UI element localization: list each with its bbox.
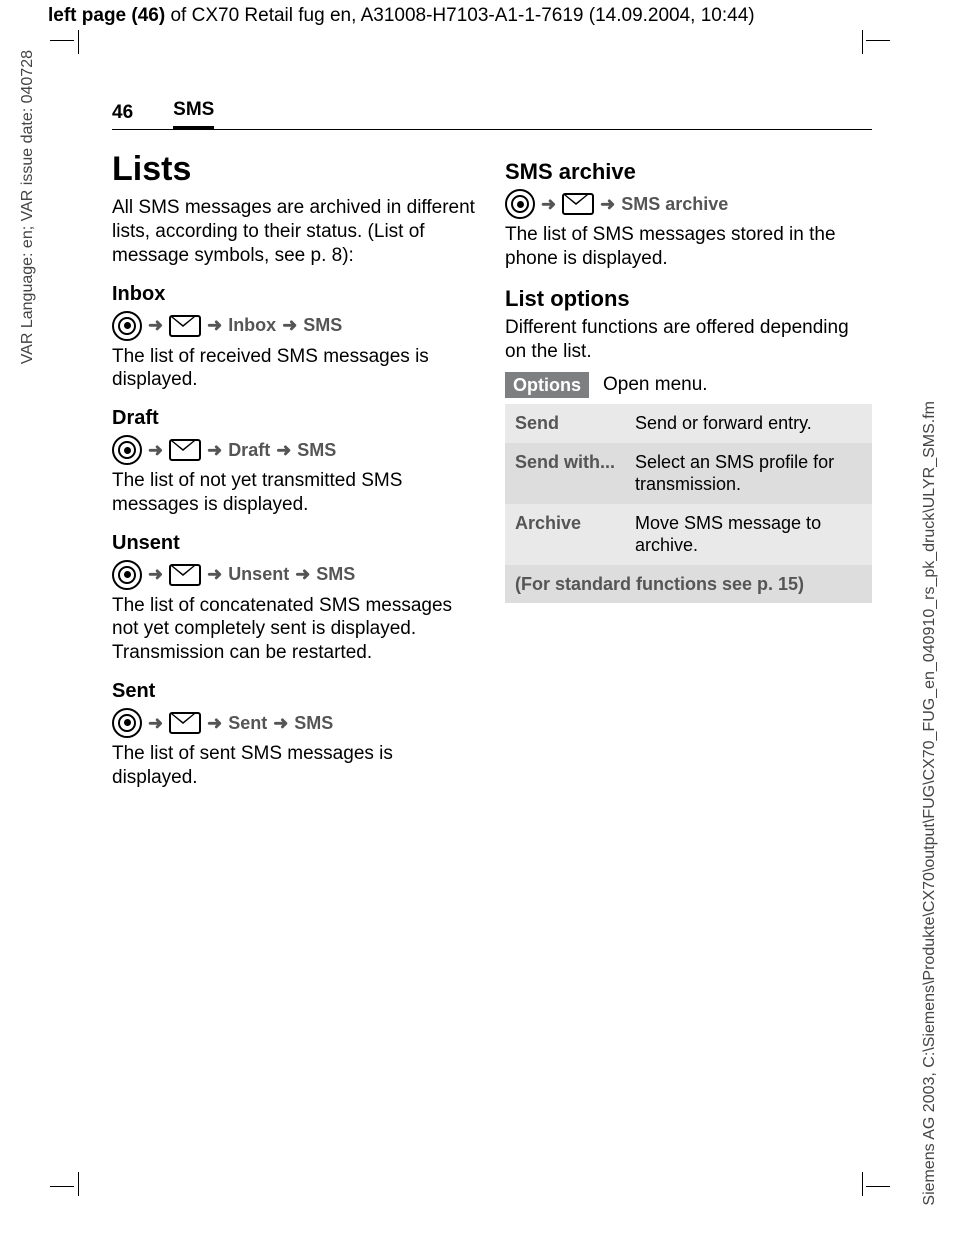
nav-step: SMS (303, 314, 342, 337)
envelope-icon (169, 564, 201, 586)
arrow-icon: ➜ (148, 439, 163, 462)
nav-step: SMS (316, 563, 355, 586)
crop-mark (862, 1172, 863, 1196)
lists-intro: All SMS messages are archived in differe… (112, 196, 479, 267)
nav-step: Sent (228, 712, 267, 735)
sent-body: The list of sent SMS messages is display… (112, 742, 479, 790)
h2-sms-archive: SMS archive (505, 158, 872, 186)
right-margin-note: Siemens AG 2003, C:\Siemens\Produkte\CX7… (920, 401, 940, 1206)
center-key-icon (112, 311, 142, 341)
nav-inbox: ➜ ➜ Inbox ➜ SMS (112, 311, 479, 341)
arrow-icon: ➜ (207, 439, 222, 462)
arrow-icon: ➜ (207, 563, 222, 586)
crop-mark (78, 30, 79, 54)
opt-val: Send or forward entry. (625, 404, 872, 443)
opt-key: Send with... (505, 443, 625, 504)
list-options-intro: Different functions are offered dependin… (505, 316, 872, 364)
arrow-icon: ➜ (295, 563, 310, 586)
opt-key: Archive (505, 504, 625, 565)
arrow-icon: ➜ (148, 712, 163, 735)
nav-step: SMS (297, 439, 336, 462)
unsent-body: The list of concatenated SMS messages no… (112, 594, 479, 665)
opt-key: Send (505, 404, 625, 443)
opt-val: Select an SMS profile for transmission. (625, 443, 872, 504)
doc-top-header-rest: of CX70 Retail fug en, A31008-H7103-A1-1… (165, 5, 754, 26)
draft-body: The list of not yet transmitted SMS mess… (112, 469, 479, 517)
arrow-icon: ➜ (148, 563, 163, 586)
nav-step: SMS archive (621, 193, 728, 216)
table-row: (For standard functions see p. 15) (505, 565, 872, 604)
envelope-icon (169, 712, 201, 734)
opt-footer: (For standard functions see p. 15) (505, 565, 872, 604)
arrow-icon: ➜ (282, 314, 297, 337)
arrow-icon: ➜ (541, 193, 556, 216)
h2-list-options: List options (505, 285, 872, 313)
crop-mark (50, 40, 74, 41)
options-open-row: Options Open menu. (505, 372, 872, 399)
running-header: 46 SMS (112, 98, 872, 130)
section-title: SMS (173, 98, 214, 130)
center-key-icon (112, 435, 142, 465)
nav-step: SMS (294, 712, 333, 735)
envelope-icon (169, 315, 201, 337)
arrow-icon: ➜ (148, 314, 163, 337)
arrow-icon: ➜ (207, 314, 222, 337)
nav-archive: ➜ ➜ SMS archive (505, 189, 872, 219)
center-key-icon (505, 189, 535, 219)
h1-lists: Lists (112, 148, 479, 191)
nav-draft: ➜ ➜ Draft ➜ SMS (112, 435, 479, 465)
doc-top-header: left page (46) of CX70 Retail fug en, A3… (48, 4, 755, 28)
h3-unsent: Unsent (112, 531, 479, 556)
opt-val: Move SMS message to archive. (625, 504, 872, 565)
center-key-icon (112, 560, 142, 590)
h3-draft: Draft (112, 406, 479, 431)
center-key-icon (112, 708, 142, 738)
options-softkey-badge: Options (505, 372, 589, 399)
inbox-body: The list of received SMS messages is dis… (112, 345, 479, 393)
options-open-label: Open menu. (603, 373, 708, 397)
doc-top-header-bold: left page (46) (48, 5, 165, 26)
left-margin-note: VAR Language: en; VAR issue date: 040728 (18, 50, 38, 364)
nav-step: Inbox (228, 314, 276, 337)
arrow-icon: ➜ (600, 193, 615, 216)
crop-mark (866, 1186, 890, 1187)
nav-step: Draft (228, 439, 270, 462)
envelope-icon (562, 193, 594, 215)
nav-sent: ➜ ➜ Sent ➜ SMS (112, 708, 479, 738)
h3-sent: Sent (112, 679, 479, 704)
envelope-icon (169, 439, 201, 461)
h3-inbox: Inbox (112, 282, 479, 307)
two-column-layout: Lists All SMS messages are archived in d… (112, 144, 872, 798)
archive-body: The list of SMS messages stored in the p… (505, 223, 872, 271)
nav-unsent: ➜ ➜ Unsent ➜ SMS (112, 560, 479, 590)
crop-mark (866, 40, 890, 41)
page-body: 46 SMS Lists All SMS messages are archiv… (112, 98, 872, 797)
table-row: Send with... Select an SMS profile for t… (505, 443, 872, 504)
crop-mark (862, 30, 863, 54)
page-number: 46 (112, 101, 133, 129)
table-row: Archive Move SMS message to archive. (505, 504, 872, 565)
crop-mark (78, 1172, 79, 1196)
arrow-icon: ➜ (276, 439, 291, 462)
arrow-icon: ➜ (273, 712, 288, 735)
options-table: Send Send or forward entry. Send with...… (505, 404, 872, 603)
arrow-icon: ➜ (207, 712, 222, 735)
table-row: Send Send or forward entry. (505, 404, 872, 443)
nav-step: Unsent (228, 563, 289, 586)
crop-mark (50, 1186, 74, 1187)
